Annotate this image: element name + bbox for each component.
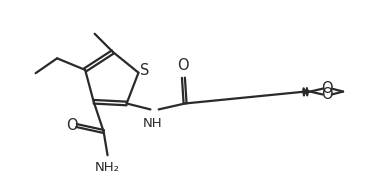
Text: S: S (140, 63, 149, 78)
Text: O: O (321, 87, 333, 102)
Text: O: O (66, 118, 77, 133)
Text: O: O (322, 81, 333, 96)
Text: NH₂: NH₂ (95, 161, 120, 174)
Text: O: O (178, 58, 189, 73)
Text: NH: NH (143, 117, 163, 130)
